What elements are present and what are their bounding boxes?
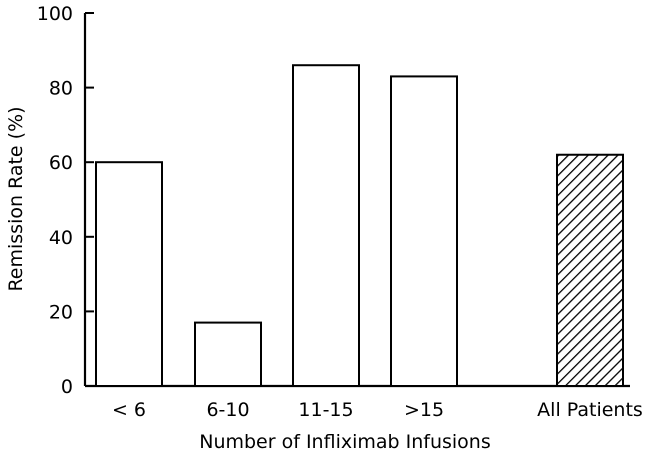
y-tick-label: 40 [49, 227, 73, 249]
bar-6 [95, 161, 163, 387]
y-axis: 0 20 40 60 80 100 [37, 3, 94, 398]
y-axis-title: Remission Rate (%) [5, 106, 27, 291]
x-tick-labels: < 6 6-10 11-15 >15 All Patients [112, 399, 643, 421]
x-tick-label: 11-15 [298, 399, 353, 421]
bar-11-15 [292, 64, 360, 387]
y-tick-label: 0 [61, 376, 73, 398]
y-tick-label: 20 [49, 301, 73, 323]
x-tick-label: >15 [404, 399, 444, 421]
bar-all-patients [556, 153, 624, 387]
x-tick-label: < 6 [112, 399, 146, 421]
bar-6-10 [194, 321, 262, 387]
bar-15 [390, 75, 458, 387]
y-ticks: 0 20 40 60 80 100 [37, 3, 94, 398]
y-tick-label: 80 [49, 78, 73, 100]
x-tick-label: 6-10 [206, 399, 249, 421]
x-axis: < 6 6-10 11-15 >15 All Patients [85, 384, 643, 421]
bars [95, 64, 624, 387]
x-axis-title: Number of Infliximab Infusions [199, 431, 491, 453]
x-tick-label: All Patients [537, 399, 643, 421]
y-tick-label: 100 [37, 3, 73, 25]
y-tick-label: 60 [49, 152, 73, 174]
